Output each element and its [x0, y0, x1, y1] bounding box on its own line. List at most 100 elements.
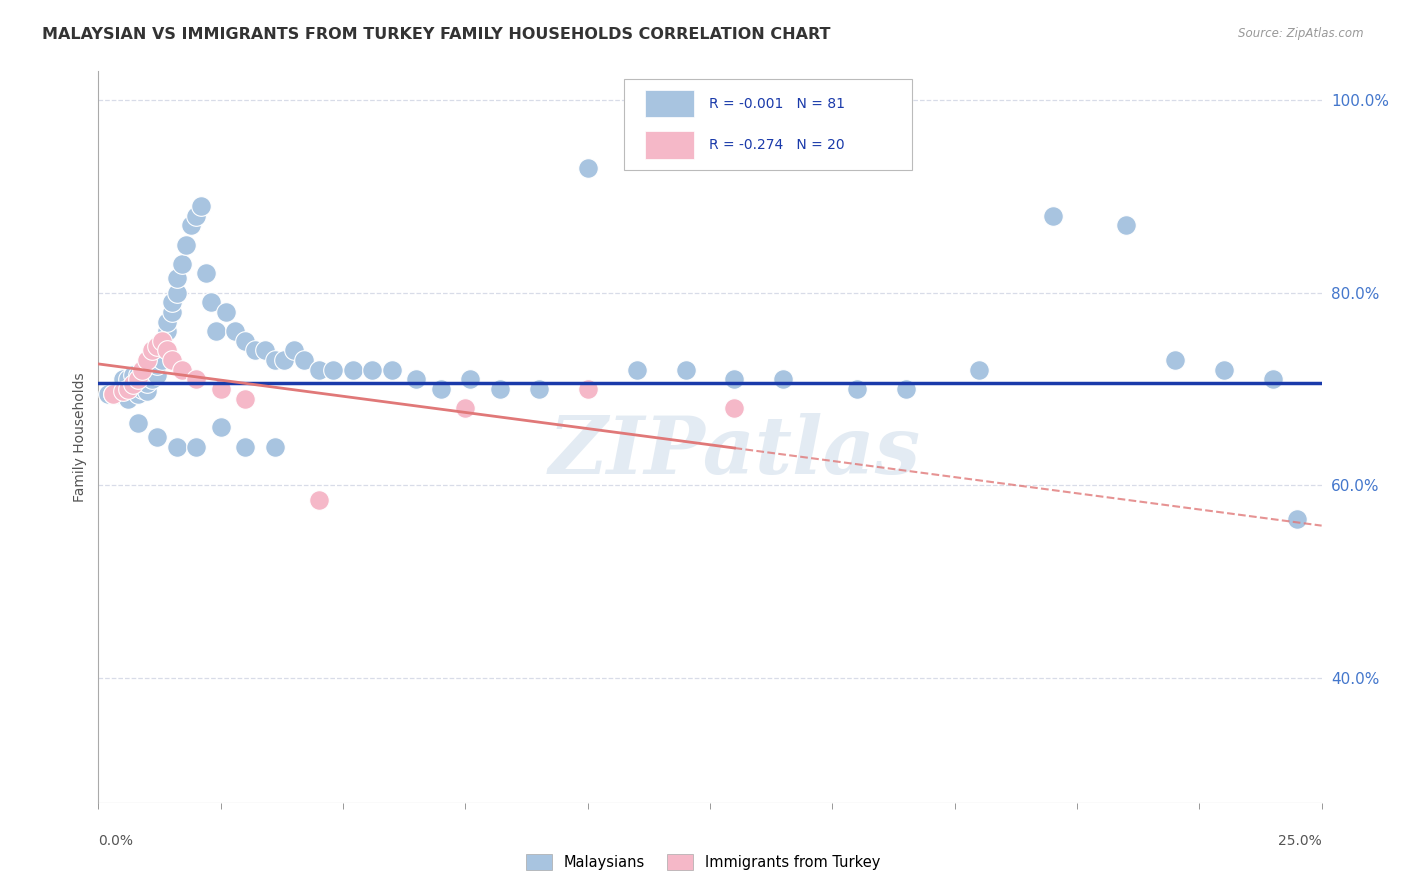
Point: [488, 382, 510, 396]
Point: [723, 401, 745, 416]
Point: [111, 382, 134, 396]
Point: [723, 372, 745, 386]
Point: [967, 362, 990, 376]
Point: [131, 362, 153, 376]
Point: [772, 372, 794, 386]
Point: [576, 161, 599, 175]
Point: [160, 305, 183, 319]
Point: [186, 440, 208, 454]
Point: [156, 343, 179, 358]
Point: [233, 440, 256, 454]
Point: [576, 382, 599, 396]
Point: [186, 209, 208, 223]
FancyBboxPatch shape: [624, 78, 912, 170]
Point: [180, 219, 202, 233]
Point: [146, 368, 169, 382]
Point: [150, 334, 173, 348]
Text: 25.0%: 25.0%: [1278, 834, 1322, 848]
Point: [127, 368, 149, 382]
Text: 0.0%: 0.0%: [98, 834, 134, 848]
Point: [845, 382, 868, 396]
Point: [136, 353, 159, 368]
Point: [195, 267, 218, 281]
Point: [146, 430, 169, 444]
Text: Source: ZipAtlas.com: Source: ZipAtlas.com: [1239, 27, 1364, 40]
Point: [107, 386, 129, 401]
Point: [273, 353, 295, 368]
Point: [127, 372, 149, 386]
Y-axis label: Family Households: Family Households: [73, 372, 87, 502]
Point: [200, 295, 222, 310]
Point: [141, 372, 163, 386]
Point: [107, 382, 129, 396]
Point: [117, 382, 139, 396]
Text: R = -0.001   N = 81: R = -0.001 N = 81: [709, 96, 845, 111]
Point: [170, 257, 193, 271]
Point: [146, 339, 169, 353]
Point: [101, 386, 124, 401]
Point: [117, 392, 139, 406]
Point: [224, 324, 246, 338]
Point: [209, 382, 232, 396]
Point: [308, 492, 330, 507]
Point: [160, 353, 183, 368]
Legend: Malaysians, Immigrants from Turkey: Malaysians, Immigrants from Turkey: [520, 848, 886, 876]
Point: [1261, 372, 1284, 386]
Point: [1212, 362, 1234, 376]
Point: [127, 386, 149, 401]
Point: [97, 386, 120, 401]
Point: [117, 382, 139, 396]
Text: R = -0.274   N = 20: R = -0.274 N = 20: [709, 138, 845, 153]
Point: [146, 358, 169, 372]
FancyBboxPatch shape: [645, 131, 695, 159]
Point: [127, 416, 149, 430]
Point: [458, 372, 481, 386]
Point: [308, 362, 330, 376]
Point: [156, 315, 179, 329]
Point: [263, 440, 285, 454]
Point: [322, 362, 344, 376]
Point: [141, 343, 163, 358]
Point: [131, 372, 153, 386]
Point: [233, 334, 256, 348]
Point: [243, 343, 266, 358]
Point: [190, 199, 212, 213]
Point: [150, 353, 173, 368]
Point: [283, 343, 305, 358]
Point: [121, 382, 143, 396]
Point: [1115, 219, 1137, 233]
Point: [626, 362, 648, 376]
Point: [136, 376, 159, 391]
Point: [121, 377, 143, 392]
Point: [176, 237, 198, 252]
Point: [131, 382, 153, 396]
Point: [454, 401, 477, 416]
Point: [381, 362, 404, 376]
Point: [263, 353, 285, 368]
Point: [405, 372, 427, 386]
Point: [1164, 353, 1187, 368]
Point: [342, 362, 364, 376]
Point: [141, 362, 163, 376]
Point: [136, 384, 159, 398]
Point: [136, 362, 159, 376]
Point: [101, 386, 124, 401]
Point: [150, 339, 173, 353]
Point: [675, 362, 697, 376]
Point: [214, 305, 236, 319]
FancyBboxPatch shape: [645, 90, 695, 118]
Point: [156, 324, 179, 338]
Point: [121, 368, 143, 382]
Point: [160, 295, 183, 310]
Point: [527, 382, 550, 396]
Text: MALAYSIAN VS IMMIGRANTS FROM TURKEY FAMILY HOUSEHOLDS CORRELATION CHART: MALAYSIAN VS IMMIGRANTS FROM TURKEY FAMI…: [42, 27, 831, 42]
Point: [205, 324, 228, 338]
Point: [1286, 512, 1309, 526]
Point: [209, 420, 232, 434]
Text: ZIPatlas: ZIPatlas: [548, 413, 921, 491]
Point: [111, 386, 134, 401]
Point: [233, 392, 256, 406]
Point: [292, 353, 315, 368]
Point: [117, 372, 139, 386]
Point: [166, 440, 188, 454]
